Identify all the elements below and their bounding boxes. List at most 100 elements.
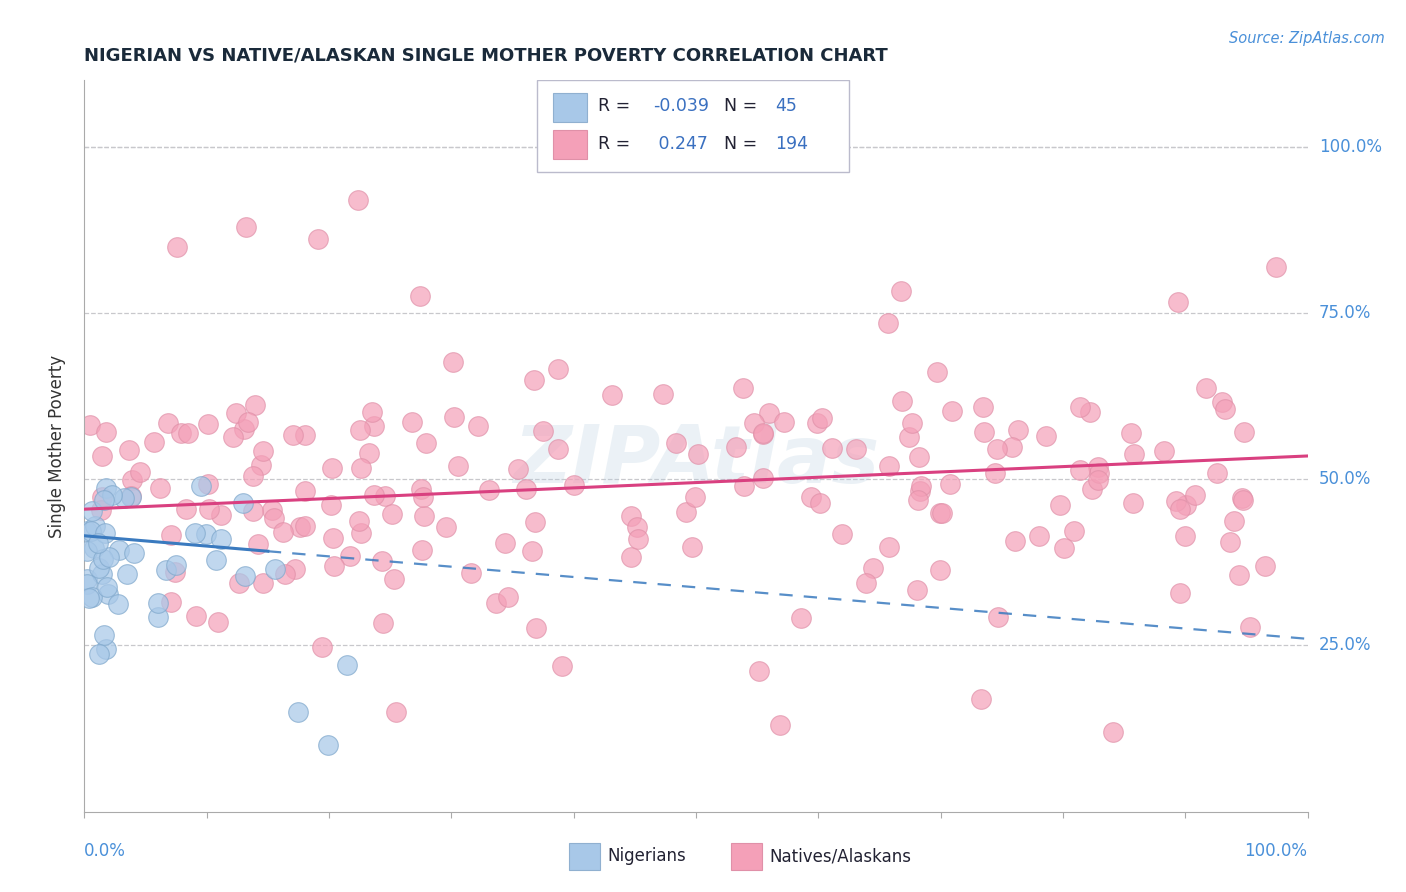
Point	[1035, 429, 1057, 443]
Point	[1175, 499, 1198, 513]
Point	[250, 458, 273, 473]
Point	[626, 520, 648, 534]
Point	[76, 524, 98, 538]
Point	[600, 388, 623, 402]
Point	[744, 416, 766, 430]
Point	[401, 415, 423, 429]
Point	[146, 596, 169, 610]
Point	[1087, 459, 1109, 474]
Point	[207, 615, 229, 629]
Point	[1223, 515, 1246, 529]
Point	[1122, 496, 1144, 510]
Point	[242, 504, 264, 518]
Point	[1239, 620, 1261, 634]
Point	[238, 415, 260, 429]
Point	[242, 469, 264, 483]
Point	[120, 489, 142, 503]
Point	[90, 503, 112, 517]
Point	[77, 591, 100, 605]
Point	[235, 219, 257, 234]
Text: R =: R =	[598, 97, 636, 115]
Point	[987, 610, 1010, 624]
Point	[773, 415, 796, 429]
Point	[260, 503, 283, 517]
Point	[284, 562, 307, 576]
Point	[907, 450, 929, 465]
Point	[862, 561, 884, 575]
Point	[973, 425, 995, 439]
Point	[562, 477, 585, 491]
Point	[1211, 395, 1233, 409]
Point	[411, 543, 433, 558]
Point	[752, 426, 775, 441]
Point	[986, 442, 1008, 456]
Point	[307, 232, 329, 246]
Point	[626, 532, 648, 546]
Point	[877, 541, 900, 555]
FancyBboxPatch shape	[537, 80, 849, 171]
Point	[1232, 491, 1254, 506]
Point	[349, 423, 371, 437]
Point	[1227, 568, 1250, 582]
Point	[1254, 558, 1277, 573]
Point	[117, 443, 139, 458]
Point	[335, 658, 357, 673]
Point	[531, 424, 554, 438]
Text: ZIPAtlas: ZIPAtlas	[513, 422, 879, 500]
Point	[157, 417, 180, 431]
Text: 100.0%: 100.0%	[1244, 842, 1308, 860]
Point	[547, 442, 569, 456]
Point	[177, 425, 200, 440]
Point	[350, 525, 373, 540]
Point	[382, 573, 405, 587]
Point	[233, 568, 256, 582]
Text: Source: ZipAtlas.com: Source: ZipAtlas.com	[1229, 31, 1385, 46]
Point	[1028, 529, 1050, 543]
Text: Nigerians: Nigerians	[607, 847, 686, 865]
Point	[748, 664, 770, 678]
Point	[101, 487, 124, 501]
Point	[165, 558, 187, 572]
Point	[294, 519, 316, 533]
Point	[1004, 534, 1026, 549]
Point	[752, 426, 775, 441]
Text: 45: 45	[776, 97, 797, 115]
Point	[76, 576, 98, 591]
Point	[197, 477, 219, 491]
Point	[1087, 473, 1109, 487]
Point	[443, 409, 465, 424]
Point	[927, 365, 949, 379]
Point	[243, 398, 266, 412]
Point	[1206, 466, 1229, 480]
Point	[1069, 400, 1091, 414]
Point	[972, 401, 994, 415]
Point	[485, 596, 508, 610]
Point	[855, 576, 877, 591]
Point	[1184, 488, 1206, 502]
Point	[93, 628, 115, 642]
Point	[252, 576, 274, 591]
Point	[198, 502, 221, 516]
Point	[263, 511, 285, 525]
Point	[271, 525, 294, 540]
Point	[1101, 725, 1123, 739]
Point	[686, 447, 709, 461]
Point	[233, 421, 256, 435]
Point	[228, 576, 250, 591]
Point	[160, 528, 183, 542]
Point	[339, 549, 361, 563]
Point	[93, 492, 115, 507]
Point	[910, 479, 932, 493]
Point	[897, 430, 920, 444]
Point	[1053, 541, 1076, 556]
Point	[294, 483, 316, 498]
Point	[122, 546, 145, 560]
Point	[831, 527, 853, 541]
Point	[460, 566, 482, 580]
Point	[80, 524, 103, 538]
Point	[112, 491, 135, 506]
Point	[811, 410, 834, 425]
Point	[287, 705, 309, 719]
Point	[901, 416, 924, 430]
Text: NIGERIAN VS NATIVE/ALASKAN SINGLE MOTHER POVERTY CORRELATION CHART: NIGERIAN VS NATIVE/ALASKAN SINGLE MOTHER…	[84, 47, 889, 65]
